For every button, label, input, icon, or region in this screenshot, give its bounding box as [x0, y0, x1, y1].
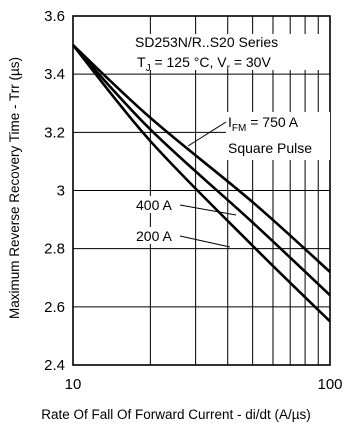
- tick-labels: 2.4 2.6 2.8 3 3.2 3.4 3.6 10 100: [44, 8, 342, 393]
- series-line-200-a: [71, 44, 331, 323]
- label-200a-annotation: 200 A: [133, 227, 231, 248]
- y-tick-label: 2.8: [44, 241, 65, 258]
- y-tick-label: 3.4: [44, 66, 65, 83]
- conditions-title: SD253N/R..S20 Series: [135, 34, 278, 50]
- label-400a: 400 A: [136, 197, 172, 213]
- conditions-box: [133, 34, 328, 70]
- x-axis-label: Rate Of Fall Of Forward Current - di/dt …: [41, 407, 311, 422]
- label-400a-box: [133, 196, 181, 213]
- x-tick-label: 100: [317, 376, 342, 393]
- label-400a-annotation: 400 A: [133, 196, 237, 216]
- conditions-line2: TJ = 125 °C, Vr = 30V: [137, 54, 271, 74]
- series-line-400-a: [72, 44, 331, 297]
- conditions-annotation: SD253N/R..S20 Series TJ = 125 °C, Vr = 3…: [133, 34, 328, 74]
- grid: [73, 16, 330, 365]
- plot-frame: [72, 15, 331, 366]
- y-tick-label: 3: [57, 183, 65, 200]
- y-axis-label: Maximum Reverse Recovery Time - Trr (µs): [7, 57, 22, 319]
- label-200a-box: [133, 227, 181, 244]
- square-pulse-label: Square Pulse: [228, 140, 312, 156]
- x-tick-label: 10: [65, 376, 82, 393]
- series-lines: [71, 44, 331, 323]
- label-200a: 200 A: [136, 228, 172, 244]
- label-400a-leader-line: [179, 204, 237, 216]
- ifm-box: [226, 112, 330, 160]
- ifm-leader-line: [187, 121, 227, 147]
- y-tick-label: 2.6: [44, 299, 65, 316]
- y-tick-label: 3.2: [44, 124, 65, 141]
- y-tick-label: 2.4: [44, 357, 65, 374]
- series-line-750-a: [72, 44, 331, 273]
- ifm-annotation: IFM = 750 A Square Pulse: [187, 112, 330, 160]
- ifm-label: IFM = 750 A: [228, 114, 299, 134]
- y-tick-label: 3.6: [44, 8, 65, 25]
- label-200a-leader-line: [179, 235, 231, 248]
